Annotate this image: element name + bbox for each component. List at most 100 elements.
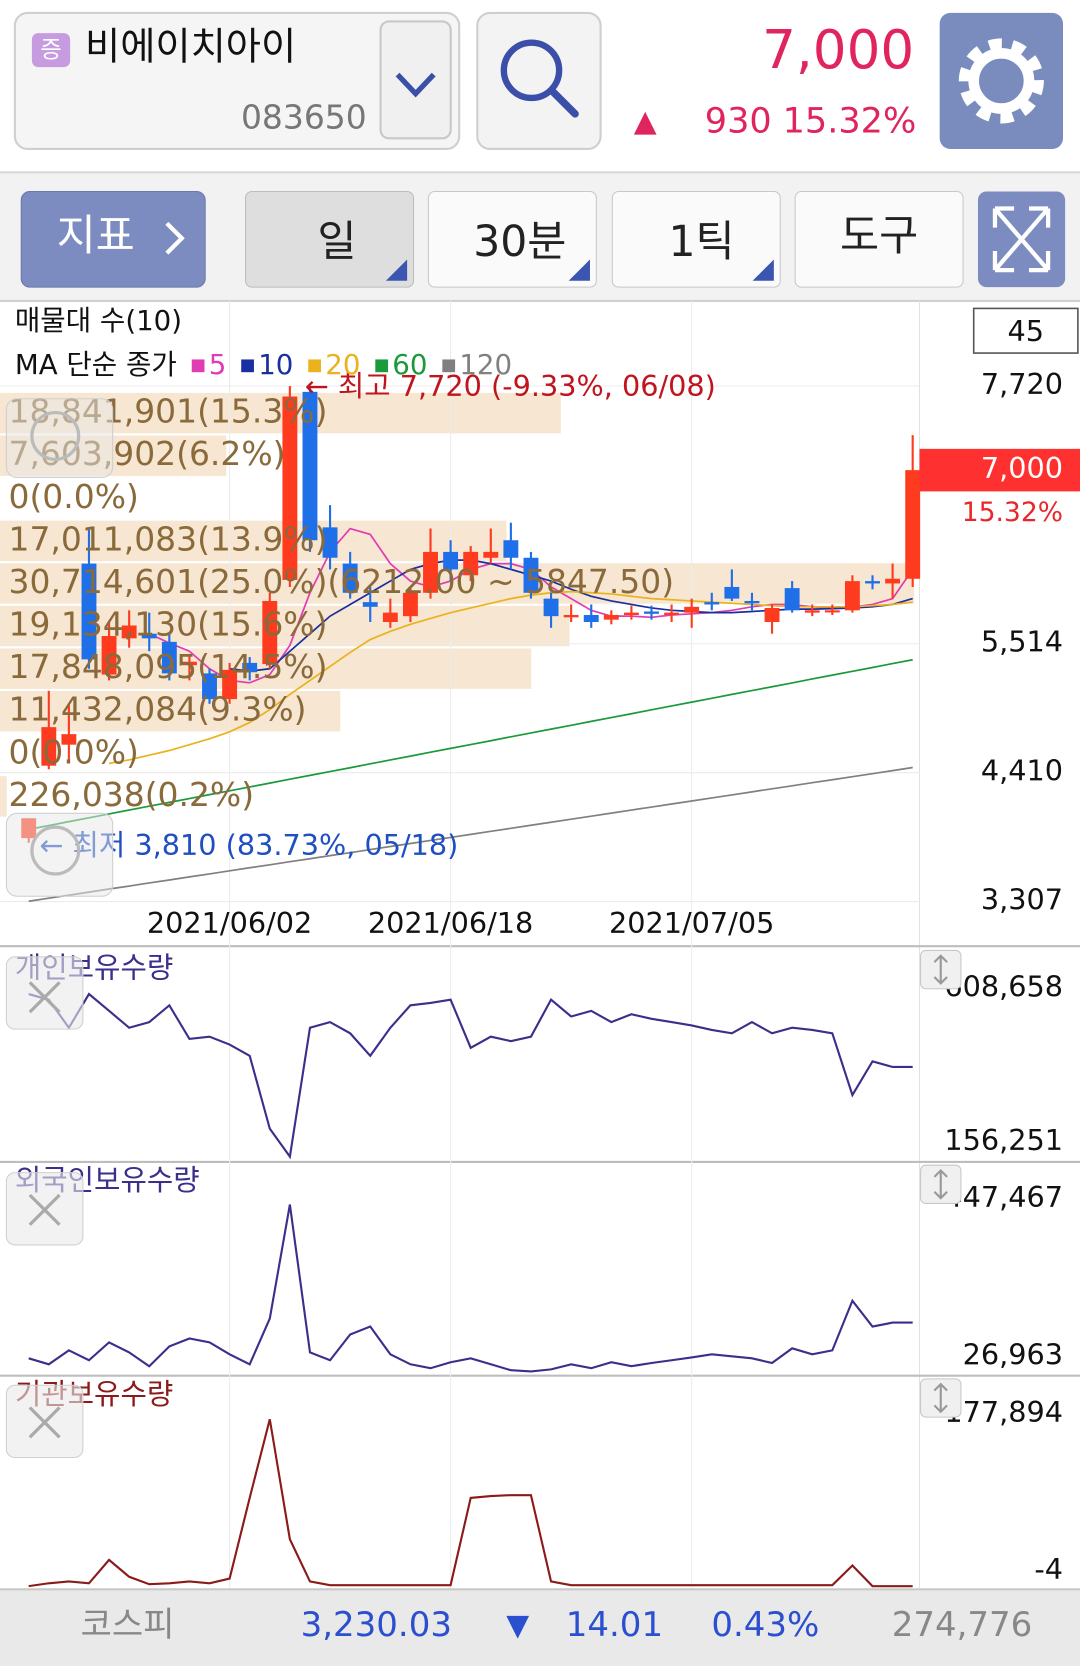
change-amount: 930 [705,100,772,141]
holding-line [28,992,913,1160]
candle-body [563,614,579,618]
zoom-in-button[interactable] [5,398,114,478]
indicator-button-text: 지표 [57,212,135,261]
bottom-bar[interactable] [0,1589,1080,1666]
expand-icon [992,206,1051,273]
candle-body [141,633,157,639]
candle-body [885,578,901,584]
current-price: 7,000 [762,19,914,81]
volume-profile-bar [0,690,341,732]
candle-body [704,602,720,605]
candle-body [804,610,820,613]
candle-body [824,610,840,613]
candle-body [61,734,77,745]
index-name: 코스피 [81,1605,175,1645]
candle-body [503,540,519,558]
period-min-corner [568,259,590,281]
y-tick-label: 4,410 [981,754,1063,788]
candle-body [603,614,619,620]
candle-body [744,600,760,604]
holding-line [28,1204,913,1373]
candle-body [443,551,459,570]
y-tick-label: 5,514 [981,625,1063,659]
candle-body [161,641,177,674]
volume-profile-label: 11,432,084(9.3%) [9,690,307,729]
candle-body [523,557,539,593]
period-tick-button[interactable] [611,190,781,288]
zoom-out-button[interactable] [5,812,114,897]
period-day-button[interactable] [245,190,415,288]
change-rate: 15.32% [783,100,917,141]
stock-box[interactable] [13,11,461,151]
grid-layer [0,300,920,1589]
candle-body [202,673,217,700]
indicator-button[interactable] [20,190,206,288]
candle-body [81,563,97,660]
candle-body [724,586,740,599]
panel-close-icon [28,981,61,1014]
volume-profile-bar [0,776,7,817]
volume-profile-label: 226,038(0.2%) [9,775,255,814]
indicator-label: 매물대 수(10) [15,304,182,337]
candle-body [342,563,358,593]
volume-profile-label: 0(0.0%) [9,732,139,771]
settings-button[interactable] [939,12,1063,149]
last-change-label: 15.32% [962,497,1063,528]
ma-line [28,766,913,903]
candle-body [543,598,559,617]
candle-body [322,527,338,558]
candle-body [583,614,599,622]
search-button[interactable] [476,11,602,151]
gear-teeth [958,38,1044,124]
market-badge [31,33,71,68]
dropdown-button[interactable] [379,20,452,140]
candle-body [101,636,117,675]
y-tick-label: 156,251 [944,1123,1063,1157]
legend-label: 20 [325,348,360,381]
legend-swatch [442,359,456,373]
y-tick-label: 3,307 [981,883,1063,917]
volume-profile-label: 17,848,095(14.5%) [9,647,328,686]
last-price-box [919,448,1080,492]
candle-body [121,625,137,639]
volume-profile-bar [0,520,507,562]
panel-resize-icon [933,1168,948,1200]
candle-body [222,669,238,700]
market-badge-text: 증 [40,36,62,64]
period-min-button[interactable] [427,190,597,288]
panel-resize-icon [933,954,948,985]
tools-button[interactable] [794,190,964,288]
candle-body [382,612,398,622]
volume-profile-range: (6212.00 ~ 5847.50) [327,562,674,601]
last-price-label: 7,000 [981,451,1063,485]
panel-close-button[interactable] [5,956,84,1030]
ma-label: MA 단순 종가 [15,348,177,381]
tools-text: 도구 [840,212,918,261]
candle-body [423,551,438,593]
legend-label: 10 [258,348,293,381]
index-rate: 0.43% [711,1605,819,1645]
legend-swatch [375,359,389,373]
candle-body [623,612,639,615]
count-box[interactable] [972,307,1079,354]
gear-ring [968,47,1035,114]
y-tick-label: 608,658 [944,970,1063,1004]
candle-body [764,607,780,622]
candle-body [463,551,479,576]
volume-profile-label: 30,714,601(25.0%) [9,562,328,601]
candle-body [282,396,298,580]
last-change-bg [956,493,1074,534]
period-min-text: 30분 [473,218,566,267]
panel-close-icon [28,1193,61,1226]
index-volume: 274,776 [892,1605,1033,1645]
volume-profile-label: 17,011,083(13.9%) [9,519,328,558]
candle-body [181,661,197,666]
period-tick-corner [752,259,774,281]
y-tick-label: 447,467 [944,1180,1063,1214]
zoom-out-icon [30,825,81,876]
y-tick-label: 26,963 [963,1338,1063,1372]
candle-body [262,600,278,665]
y-tick-label: 177,894 [944,1395,1063,1429]
